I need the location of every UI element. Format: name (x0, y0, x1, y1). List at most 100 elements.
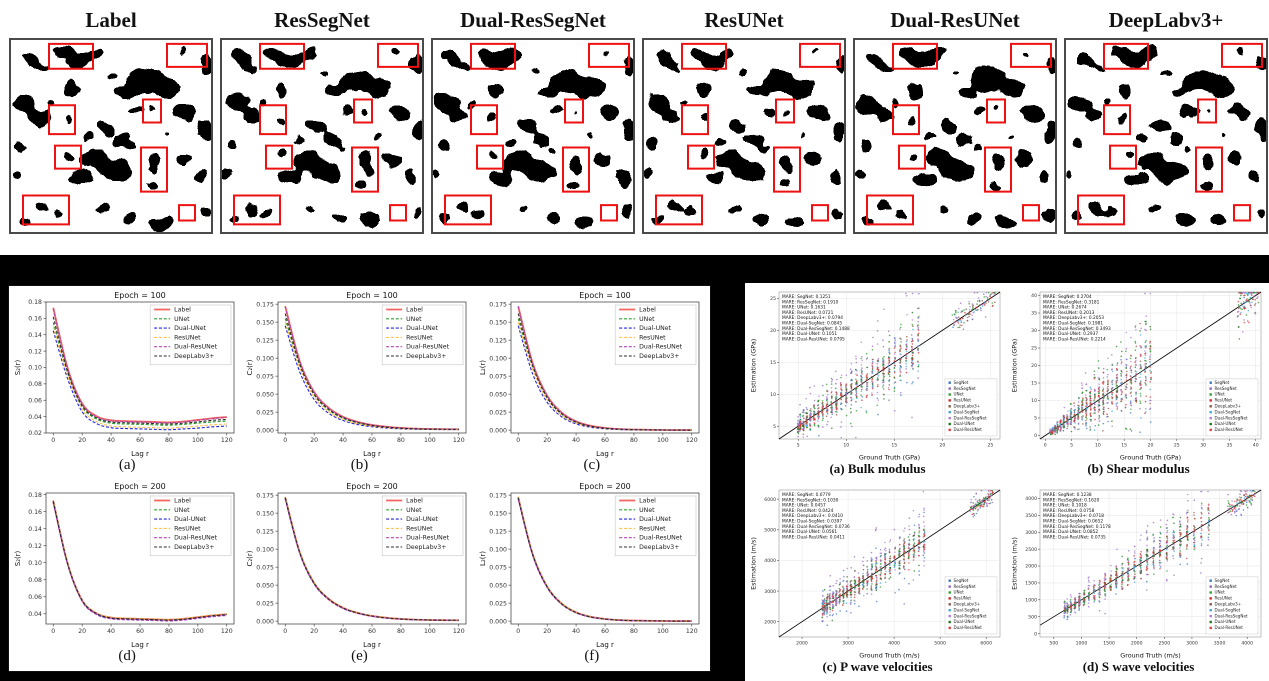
scatter-points (1048, 291, 1259, 436)
binary-microstructure-image (433, 40, 633, 229)
highlight-box (1104, 105, 1130, 134)
svg-text:0: 0 (1043, 443, 1046, 449)
svg-text:MARE: ResUNet: 0.2013: MARE: ResUNet: 0.2013 (1043, 310, 1095, 316)
svg-text:Dual-ResUNet: Dual-ResUNet (639, 344, 682, 351)
svg-text:MARE: ResSegNet: 0.3181: MARE: ResSegNet: 0.3181 (1043, 299, 1100, 305)
highlight-box (23, 196, 69, 225)
subfigure-caption: (e) (351, 647, 368, 664)
svg-text:Lag r: Lag r (364, 641, 382, 649)
svg-text:ResUNet: ResUNet (407, 334, 434, 341)
svg-text:UNet: UNet (407, 316, 423, 323)
scatter-chart-cell: 5 10 15 20 25 5 10 15 20 25 Ground Truth (GPa) Esti… (747, 285, 1008, 483)
svg-text:L₂(r): L₂(r) (479, 360, 487, 375)
svg-text:100: 100 (424, 437, 436, 444)
svg-text:20: 20 (78, 628, 86, 635)
svg-text:MARE: Dual-UNet: 0.2937: MARE: Dual-UNet: 0.2937 (1043, 331, 1098, 337)
series-line-dual-unet (52, 330, 227, 431)
svg-text:Label: Label (407, 497, 424, 504)
correlation-line-chart: Epoch = 200 0.000 0.025 0.050 0.075 0.100 0.12… (246, 482, 467, 649)
model-titles-row: Label ResSegNet Dual-ResSegNet ResUNet Dual-… (0, 0, 1269, 33)
svg-text:ResUNet: ResUNet (953, 596, 971, 601)
svg-text:0.100: 0.100 (489, 355, 507, 362)
segmentation-image-4 (853, 38, 1057, 234)
svg-text:MARE: ResSegNet: 0.1910: MARE: ResSegNet: 0.1910 (782, 299, 839, 305)
svg-text:Lag r: Lag r (596, 641, 614, 649)
highlight-box (774, 148, 800, 192)
svg-text:Dual-UNet: Dual-UNet (174, 516, 206, 523)
svg-text:0.175: 0.175 (257, 301, 275, 308)
svg-text:0.16: 0.16 (28, 508, 42, 515)
svg-text:0.100: 0.100 (257, 546, 275, 553)
svg-text:0.000: 0.000 (489, 427, 507, 434)
highlight-box (141, 148, 167, 192)
subfigure-caption: (d) (118, 647, 136, 664)
svg-text:40: 40 (107, 437, 115, 444)
svg-text:80: 80 (165, 628, 173, 635)
svg-text:MARE: Dual-ResUNet: 0.0795: MARE: Dual-ResUNet: 0.0795 (782, 336, 845, 342)
svg-text:MARE: Dual-ResSegNet: 0.1488: MARE: Dual-ResSegNet: 0.1488 (782, 326, 850, 332)
svg-text:0: 0 (51, 437, 55, 444)
svg-text:MARE: Dual-SegNet: 0.0397: MARE: Dual-SegNet: 0.0397 (782, 519, 842, 525)
svg-text:Dual-ResUNet: Dual-ResUNet (407, 344, 450, 351)
svg-text:5: 5 (796, 443, 799, 449)
svg-text:DeepLabv3+: DeepLabv3+ (953, 602, 980, 607)
svg-text:Dual-UNet: Dual-UNet (953, 619, 974, 624)
svg-text:120: 120 (686, 437, 698, 444)
svg-text:MARE: Dual-ResUNet: 0.0411: MARE: Dual-ResUNet: 0.0411 (782, 534, 845, 540)
series-line-deeplabv3+ (285, 497, 460, 621)
svg-text:100: 100 (192, 628, 204, 635)
highlight-box (234, 196, 280, 225)
svg-text:20: 20 (78, 437, 86, 444)
svg-text:10: 10 (843, 443, 849, 449)
svg-text:Dual-UNet: Dual-UNet (407, 516, 439, 523)
svg-text:0.025: 0.025 (489, 600, 507, 607)
svg-text:25: 25 (1031, 346, 1037, 352)
highlight-box (985, 148, 1011, 192)
scatter-points (796, 291, 996, 439)
svg-text:40: 40 (1252, 443, 1258, 449)
svg-text:120: 120 (221, 628, 233, 635)
highlight-box (867, 196, 913, 225)
svg-text:MARE: DeepLabv3+: 0.0794: MARE: DeepLabv3+: 0.0794 (782, 315, 843, 321)
line-chart-cell-c: Epoch = 100 0.000 0.025 0.050 0.075 0.100 0.12… (476, 288, 708, 479)
svg-text:0.100: 0.100 (257, 355, 275, 362)
svg-text:Dual-ResUNet: Dual-ResUNet (174, 344, 217, 351)
svg-text:0.14: 0.14 (28, 525, 42, 532)
svg-text:2000: 2000 (1130, 641, 1142, 647)
highlight-box (682, 44, 726, 69)
svg-text:10: 10 (770, 392, 776, 398)
scatter-points (820, 489, 994, 626)
svg-text:30: 30 (1031, 328, 1037, 334)
svg-text:20: 20 (1031, 363, 1037, 369)
svg-text:0.150: 0.150 (489, 319, 507, 326)
svg-text:UNet: UNet (953, 392, 964, 397)
svg-text:C₂(r): C₂(r) (246, 359, 254, 375)
svg-text:0.08: 0.08 (28, 576, 42, 583)
lower-section: Epoch = 100 0.02 0.04 0.06 0.08 0.10 0.12 0.14 0… (0, 255, 1269, 681)
correlation-line-chart: Epoch = 200 0.000 0.025 0.050 0.075 0.100 0.12… (479, 482, 700, 649)
highlight-box (445, 196, 491, 225)
line-chart-cell-b: Epoch = 100 0.000 0.025 0.050 0.075 0.100 0.12… (243, 288, 475, 479)
svg-text:Dual-UNet: Dual-UNet (639, 516, 671, 523)
highlight-box (987, 100, 1005, 123)
svg-text:0.04: 0.04 (28, 610, 42, 617)
line-chart-cell-f: Epoch = 200 0.000 0.025 0.050 0.075 0.100 0.12… (476, 479, 708, 670)
svg-text:100: 100 (424, 628, 436, 635)
svg-text:ResSegNet: ResSegNet (1214, 386, 1237, 391)
svg-text:0.14: 0.14 (28, 332, 42, 339)
scatter-points (1062, 489, 1256, 621)
svg-text:DeepLabv3+: DeepLabv3+ (1214, 404, 1241, 409)
svg-text:0.050: 0.050 (489, 391, 507, 398)
svg-text:0.075: 0.075 (257, 373, 275, 380)
correlation-line-chart: Epoch = 100 0.02 0.04 0.06 0.08 0.10 0.12 0.14 0… (14, 291, 235, 458)
svg-text:25: 25 (1173, 443, 1179, 449)
svg-text:MARE: Dual-UNet: 0.0561: MARE: Dual-UNet: 0.0561 (782, 529, 837, 535)
svg-text:ResUNet: ResUNet (639, 525, 666, 532)
svg-text:0.18: 0.18 (28, 299, 42, 306)
highlight-box (688, 146, 714, 169)
svg-text:UNet: UNet (174, 506, 190, 513)
svg-text:Dual-ResUNet: Dual-ResUNet (953, 427, 982, 432)
svg-text:Dual-ResUNet: Dual-ResUNet (1214, 427, 1243, 432)
line-chart-cell-a: Epoch = 100 0.02 0.04 0.06 0.08 0.10 0.12 0.14 0… (11, 288, 243, 479)
svg-text:Lag r: Lag r (364, 450, 382, 458)
